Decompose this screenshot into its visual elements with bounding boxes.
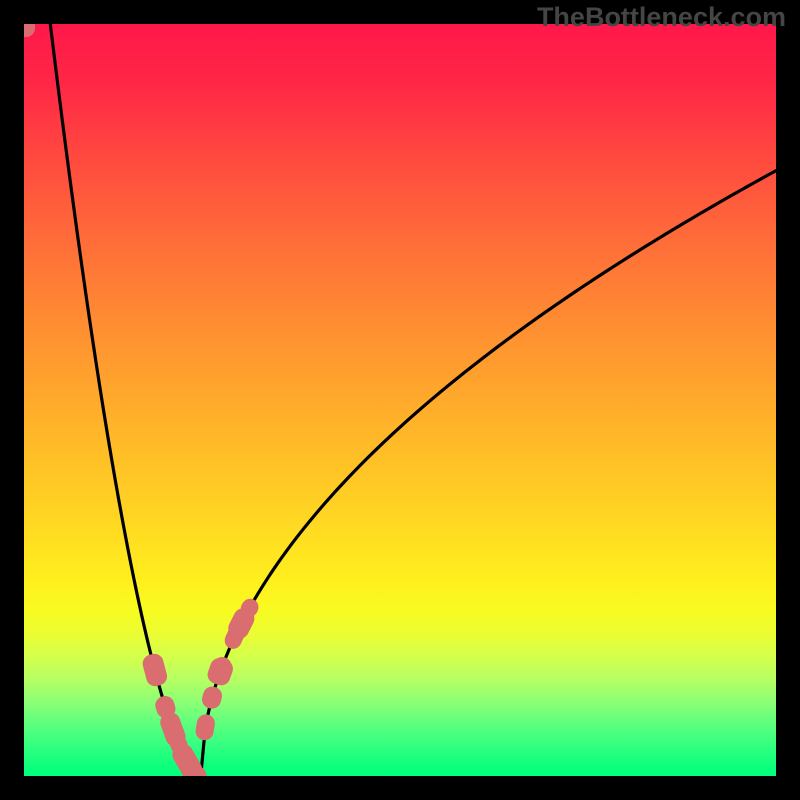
watermark-text: TheBottleneck.com (537, 2, 786, 33)
marker-group (24, 24, 262, 776)
curve-marker (200, 685, 224, 711)
curve-marker (24, 24, 35, 37)
curve-layer (24, 24, 776, 776)
curve-marker (194, 713, 216, 742)
curve-marker (141, 652, 169, 688)
plot-area (24, 24, 776, 776)
